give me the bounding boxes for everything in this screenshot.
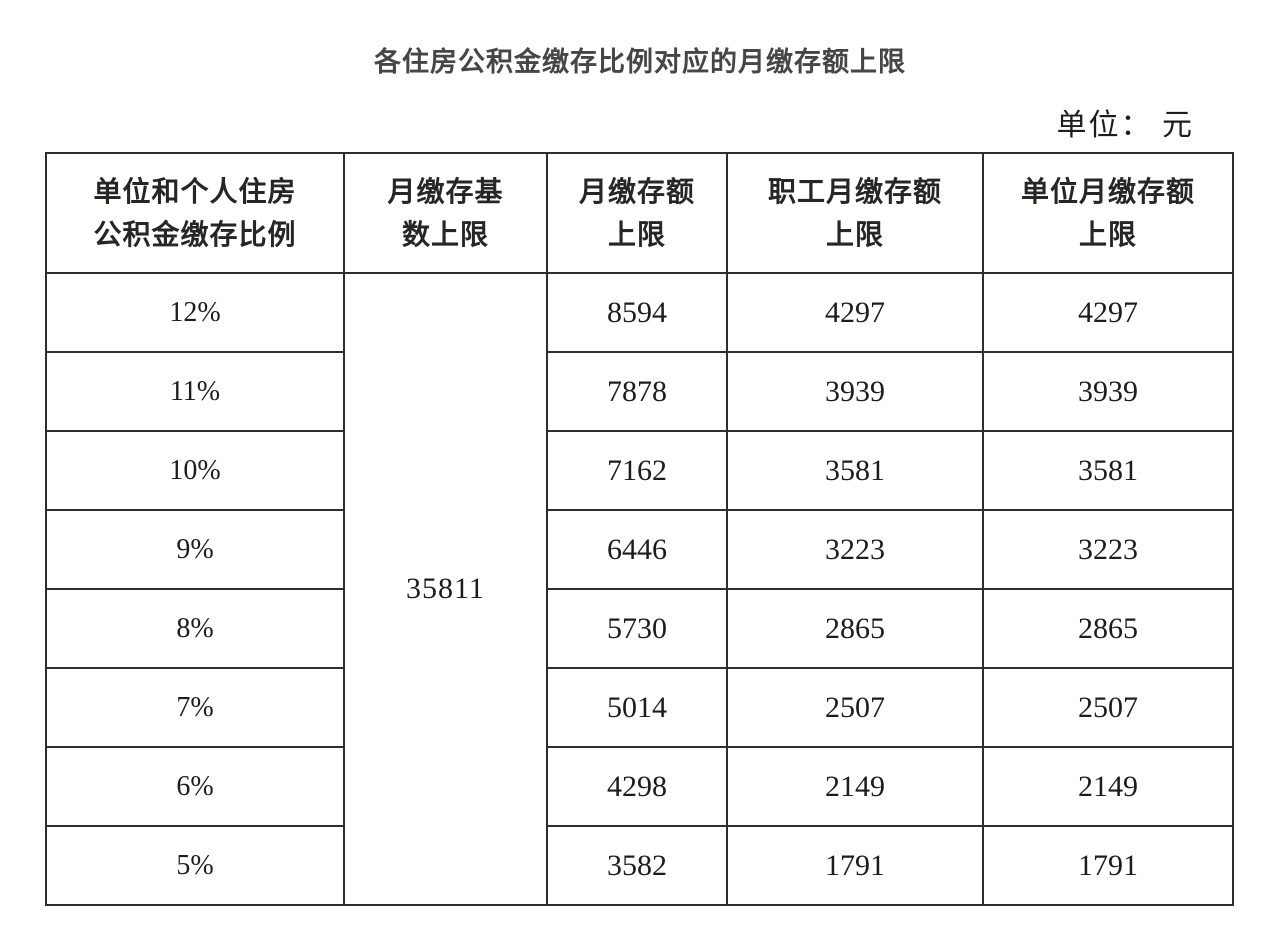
employee-limit-cell: 1791 (726, 825, 984, 906)
employer-limit-cell: 2865 (982, 588, 1234, 669)
table-row: 8% 5730 2865 2865 (45, 588, 1234, 669)
page-title: 各住房公积金缴存比例对应的月缴存额上限 (374, 47, 906, 77)
employee-limit-cell: 3939 (726, 351, 984, 432)
employer-limit-cell: 3939 (982, 351, 1234, 432)
ratio-cell: 9% (45, 509, 345, 590)
monthly-limit-cell: 7162 (546, 430, 728, 511)
ratio-cell: 12% (45, 272, 345, 353)
col-header-employer-limit: 单位月缴存额 上限 (982, 152, 1234, 274)
col-header-contribution-ratio: 单位和个人住房 公积金缴存比例 (45, 152, 345, 274)
col-header-employee-limit: 职工月缴存额 上限 (726, 152, 984, 274)
employee-limit-cell: 2149 (726, 746, 984, 827)
col-header-monthly-limit: 月缴存额 上限 (546, 152, 728, 274)
table-row: 7% 5014 2507 2507 (45, 667, 1234, 748)
employee-limit-cell: 3581 (726, 430, 984, 511)
monthly-limit-cell: 6446 (546, 509, 728, 590)
ratio-cell: 11% (45, 351, 345, 432)
ratio-cell: 5% (45, 825, 345, 906)
header-row: 单位和个人住房 公积金缴存比例 月缴存基 数上限 月缴存额 上限 职工月缴存额 … (45, 152, 1234, 274)
ratio-cell: 6% (45, 746, 345, 827)
col-header-base-limit: 月缴存基 数上限 (343, 152, 548, 274)
employer-limit-cell: 2507 (982, 667, 1234, 748)
table-row: 6% 4298 2149 2149 (45, 746, 1234, 827)
table-row: 12% 35811 8594 4297 4297 (45, 272, 1234, 906)
monthly-limit-cell: 8594 (546, 272, 728, 353)
contribution-limit-table: 单位和个人住房 公积金缴存比例 月缴存基 数上限 月缴存额 上限 职工月缴存额 … (45, 152, 1234, 906)
table-row: 10% 7162 3581 3581 (45, 430, 1234, 511)
table-row: 9% 6446 3223 3223 (45, 509, 1234, 590)
ratio-cell: 10% (45, 430, 345, 511)
monthly-limit-cell: 3582 (546, 825, 728, 906)
employee-limit-cell: 2507 (726, 667, 984, 748)
employer-limit-cell: 4297 (982, 272, 1234, 353)
employee-limit-cell: 4297 (726, 272, 984, 353)
monthly-limit-cell: 4298 (546, 746, 728, 827)
employer-limit-cell: 3223 (982, 509, 1234, 590)
table-row: 5% 3582 1791 1791 (45, 825, 1234, 906)
employee-limit-cell: 3223 (726, 509, 984, 590)
employer-limit-cell: 1791 (982, 825, 1234, 906)
monthly-limit-cell: 7878 (546, 351, 728, 432)
monthly-limit-cell: 5014 (546, 667, 728, 748)
monthly-limit-cell: 5730 (546, 588, 728, 669)
employee-limit-cell: 2865 (726, 588, 984, 669)
table-row: 11% 7878 3939 3939 (45, 351, 1234, 432)
ratio-cell: 7% (45, 667, 345, 748)
base-limit-merged-cell: 35811 (343, 272, 548, 906)
employer-limit-cell: 3581 (982, 430, 1234, 511)
ratio-cell: 8% (45, 588, 345, 669)
employer-limit-cell: 2149 (982, 746, 1234, 827)
unit-label: 单位： 元 (1056, 109, 1194, 142)
